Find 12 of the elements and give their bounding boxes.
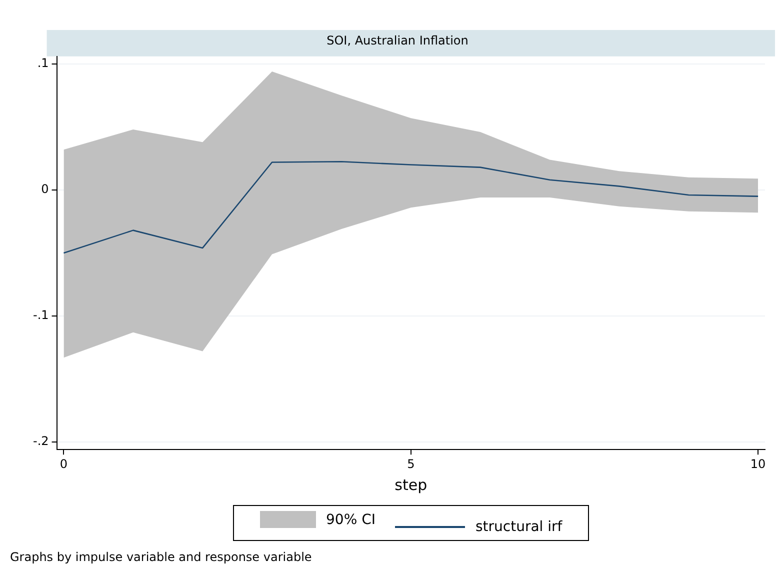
x-tick-label: 10: [750, 456, 766, 471]
chart-title: SOI, Australian Inflation: [326, 33, 468, 48]
y-tick-label: .1: [37, 56, 49, 70]
y-tick-label: -.1: [33, 308, 49, 322]
x-axis-title: step: [394, 476, 428, 494]
y-tick-label: -.2: [33, 434, 49, 448]
y-tick-label: 0: [41, 182, 49, 196]
legend-label: structural irf: [475, 519, 562, 535]
x-tick-label: 5: [407, 456, 415, 471]
text: 90% CI: [326, 512, 376, 528]
x-tick-label: 0: [60, 456, 68, 471]
text: Graphs by impulse variable and response variable: [10, 550, 312, 564]
